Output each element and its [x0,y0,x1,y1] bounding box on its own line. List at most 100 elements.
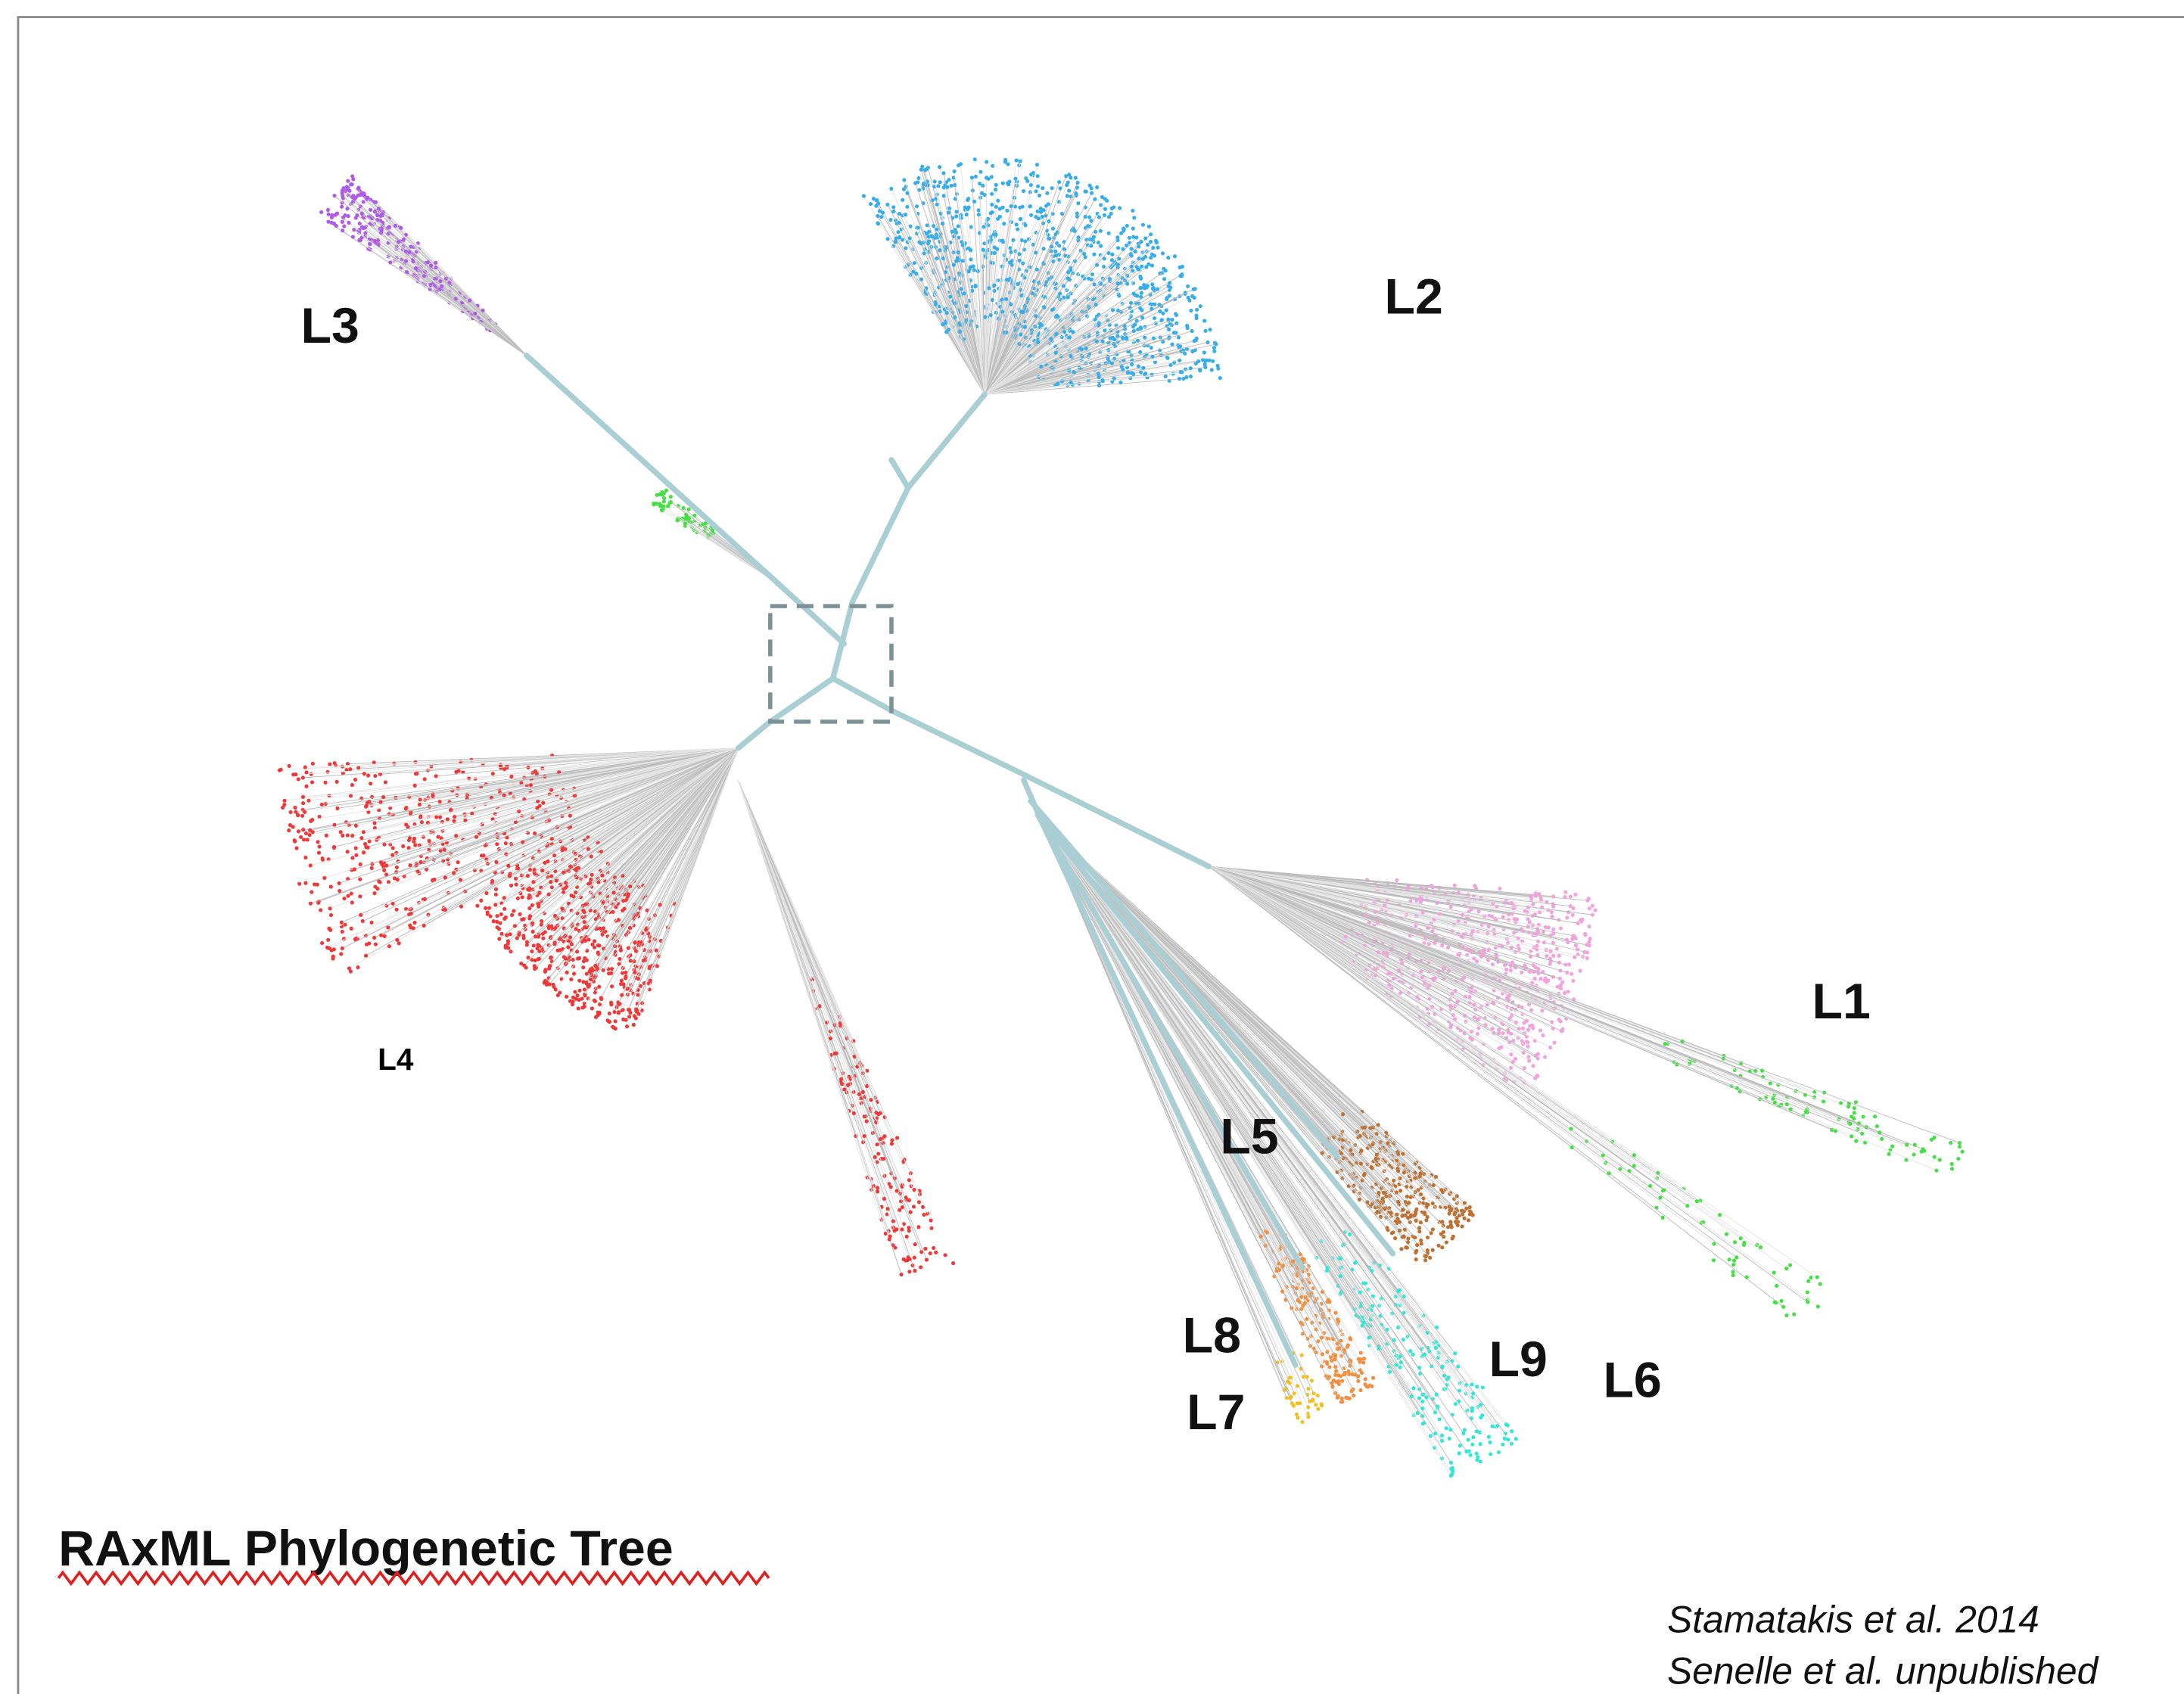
leaf [1095,185,1100,190]
leaf [1092,252,1097,256]
leaf [1070,318,1075,322]
leaf [448,808,453,813]
leaf [992,283,997,288]
leaf [891,205,896,210]
leaf [546,875,550,880]
leaf-branch [584,748,739,928]
leaf [1000,205,1005,210]
leaf [1087,276,1091,281]
leaf-branch [492,748,739,881]
leaf [577,997,581,1002]
leaf [1380,1186,1384,1190]
leaf [901,187,906,191]
leaf [888,1234,892,1239]
leaf [1034,163,1040,167]
leaf [359,235,364,240]
leaf [1471,894,1476,898]
leaf [1805,1290,1809,1295]
leaf-branch [984,223,1005,395]
leaf [575,956,580,961]
leaf [1142,282,1146,288]
leaf [1559,986,1563,990]
leaf [1469,1210,1473,1214]
leaf [463,818,468,822]
leaf [990,202,994,207]
leaf-branch [984,185,1068,395]
leaf [587,881,593,885]
leaf [616,918,621,922]
leaf [359,912,363,917]
leaf [558,990,562,995]
leaf [1404,1245,1408,1250]
leaf [1456,891,1461,895]
leaf-branch [985,356,1153,395]
leaf [1118,206,1122,210]
leaf [329,948,334,953]
leaf [907,1178,911,1183]
leaf-branch [381,748,739,936]
leaf [665,504,670,508]
leaf [552,853,557,858]
leaf [540,946,544,950]
leaf [528,867,533,872]
leaf [288,823,293,828]
leaf [611,909,615,914]
leaf [369,866,374,871]
leaf [1171,331,1177,335]
leaf [1049,337,1053,341]
leaf [386,880,391,884]
leaf [310,761,315,766]
leaf [1420,910,1425,915]
leaf-branch [984,288,990,395]
leaf [385,225,390,230]
leaf [1083,189,1087,194]
leaf [1375,920,1380,925]
leaf [487,906,492,910]
leaf [587,969,592,974]
leaf [359,192,363,197]
leaf [890,1138,894,1142]
leaf [1568,894,1573,899]
leaf [548,956,552,960]
leaf [517,809,521,813]
leaf [434,774,438,779]
leaf [324,833,328,838]
leaf [498,763,502,767]
leaf [563,847,568,851]
leaf [300,776,305,780]
leaf [842,1087,847,1092]
leaf [1731,1262,1736,1267]
leaf [636,977,641,981]
leaf [1448,905,1453,909]
leaf [1455,999,1460,1004]
leaf [1115,263,1120,267]
leaf [1772,1100,1778,1105]
leaf [1476,909,1481,914]
leaf [938,165,942,169]
leaf [583,956,587,961]
leaf [1450,1359,1454,1363]
leaf [885,202,890,207]
leaf-branch [1209,866,1420,899]
leaf [1538,977,1543,981]
leaf [1528,894,1532,898]
leaf [1912,1142,1917,1147]
leaf [418,815,423,819]
leaf [350,782,354,788]
leaf [894,236,898,241]
leaf [1046,202,1050,207]
leaf [328,906,332,911]
leaf-branch [330,748,739,931]
leaf [624,974,628,979]
leaf [839,1077,844,1081]
leaf [1057,200,1062,204]
leaf [1469,906,1473,912]
leaf [1526,905,1530,909]
leaf [956,250,960,255]
leaf [1852,1106,1856,1111]
leaf [502,916,507,921]
leaf [1433,1012,1437,1017]
leaf [328,762,332,766]
leaf [345,207,350,211]
leaf [502,906,507,911]
